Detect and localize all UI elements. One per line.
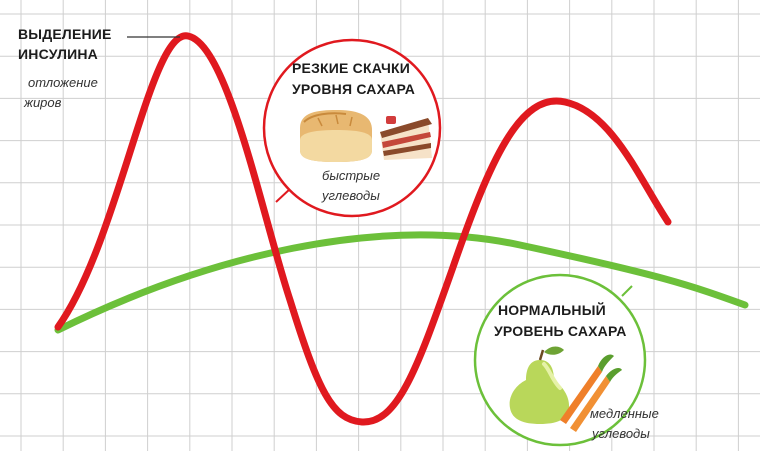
normal-label-line2: УРОВЕНЬ САХАРА [494,323,627,339]
bread-icon [300,110,372,162]
insulin-label-line1: ВЫДЕЛЕНИЕ [18,26,112,42]
carrots-icon [560,354,622,432]
fast-carbs-label-line2: углеводы [322,188,380,203]
spikes-label-line1: РЕЗКИЕ СКАЧКИ [292,60,411,76]
fat-label-line1: отложение [28,75,98,90]
fat-label-line2: жиров [24,95,62,110]
normal-label-line1: НОРМАЛЬНЫЙ [498,302,606,318]
slow-carbs-label-line2: углеводы [592,426,650,441]
normal-sugar-curve [54,231,749,334]
sugar-spikes-curve [54,32,672,426]
fast-carbs-label-line1: быстрые [322,168,381,183]
cake-slice-icon [380,116,432,160]
slow-carbs-label-line1: медленные [590,406,659,421]
normal-leader-line [621,285,633,297]
spikes-label-line2: УРОВНЯ САХАРА [292,81,416,97]
insulin-label-line2: ИНСУЛИНА [18,46,98,62]
pear-icon [509,346,570,424]
